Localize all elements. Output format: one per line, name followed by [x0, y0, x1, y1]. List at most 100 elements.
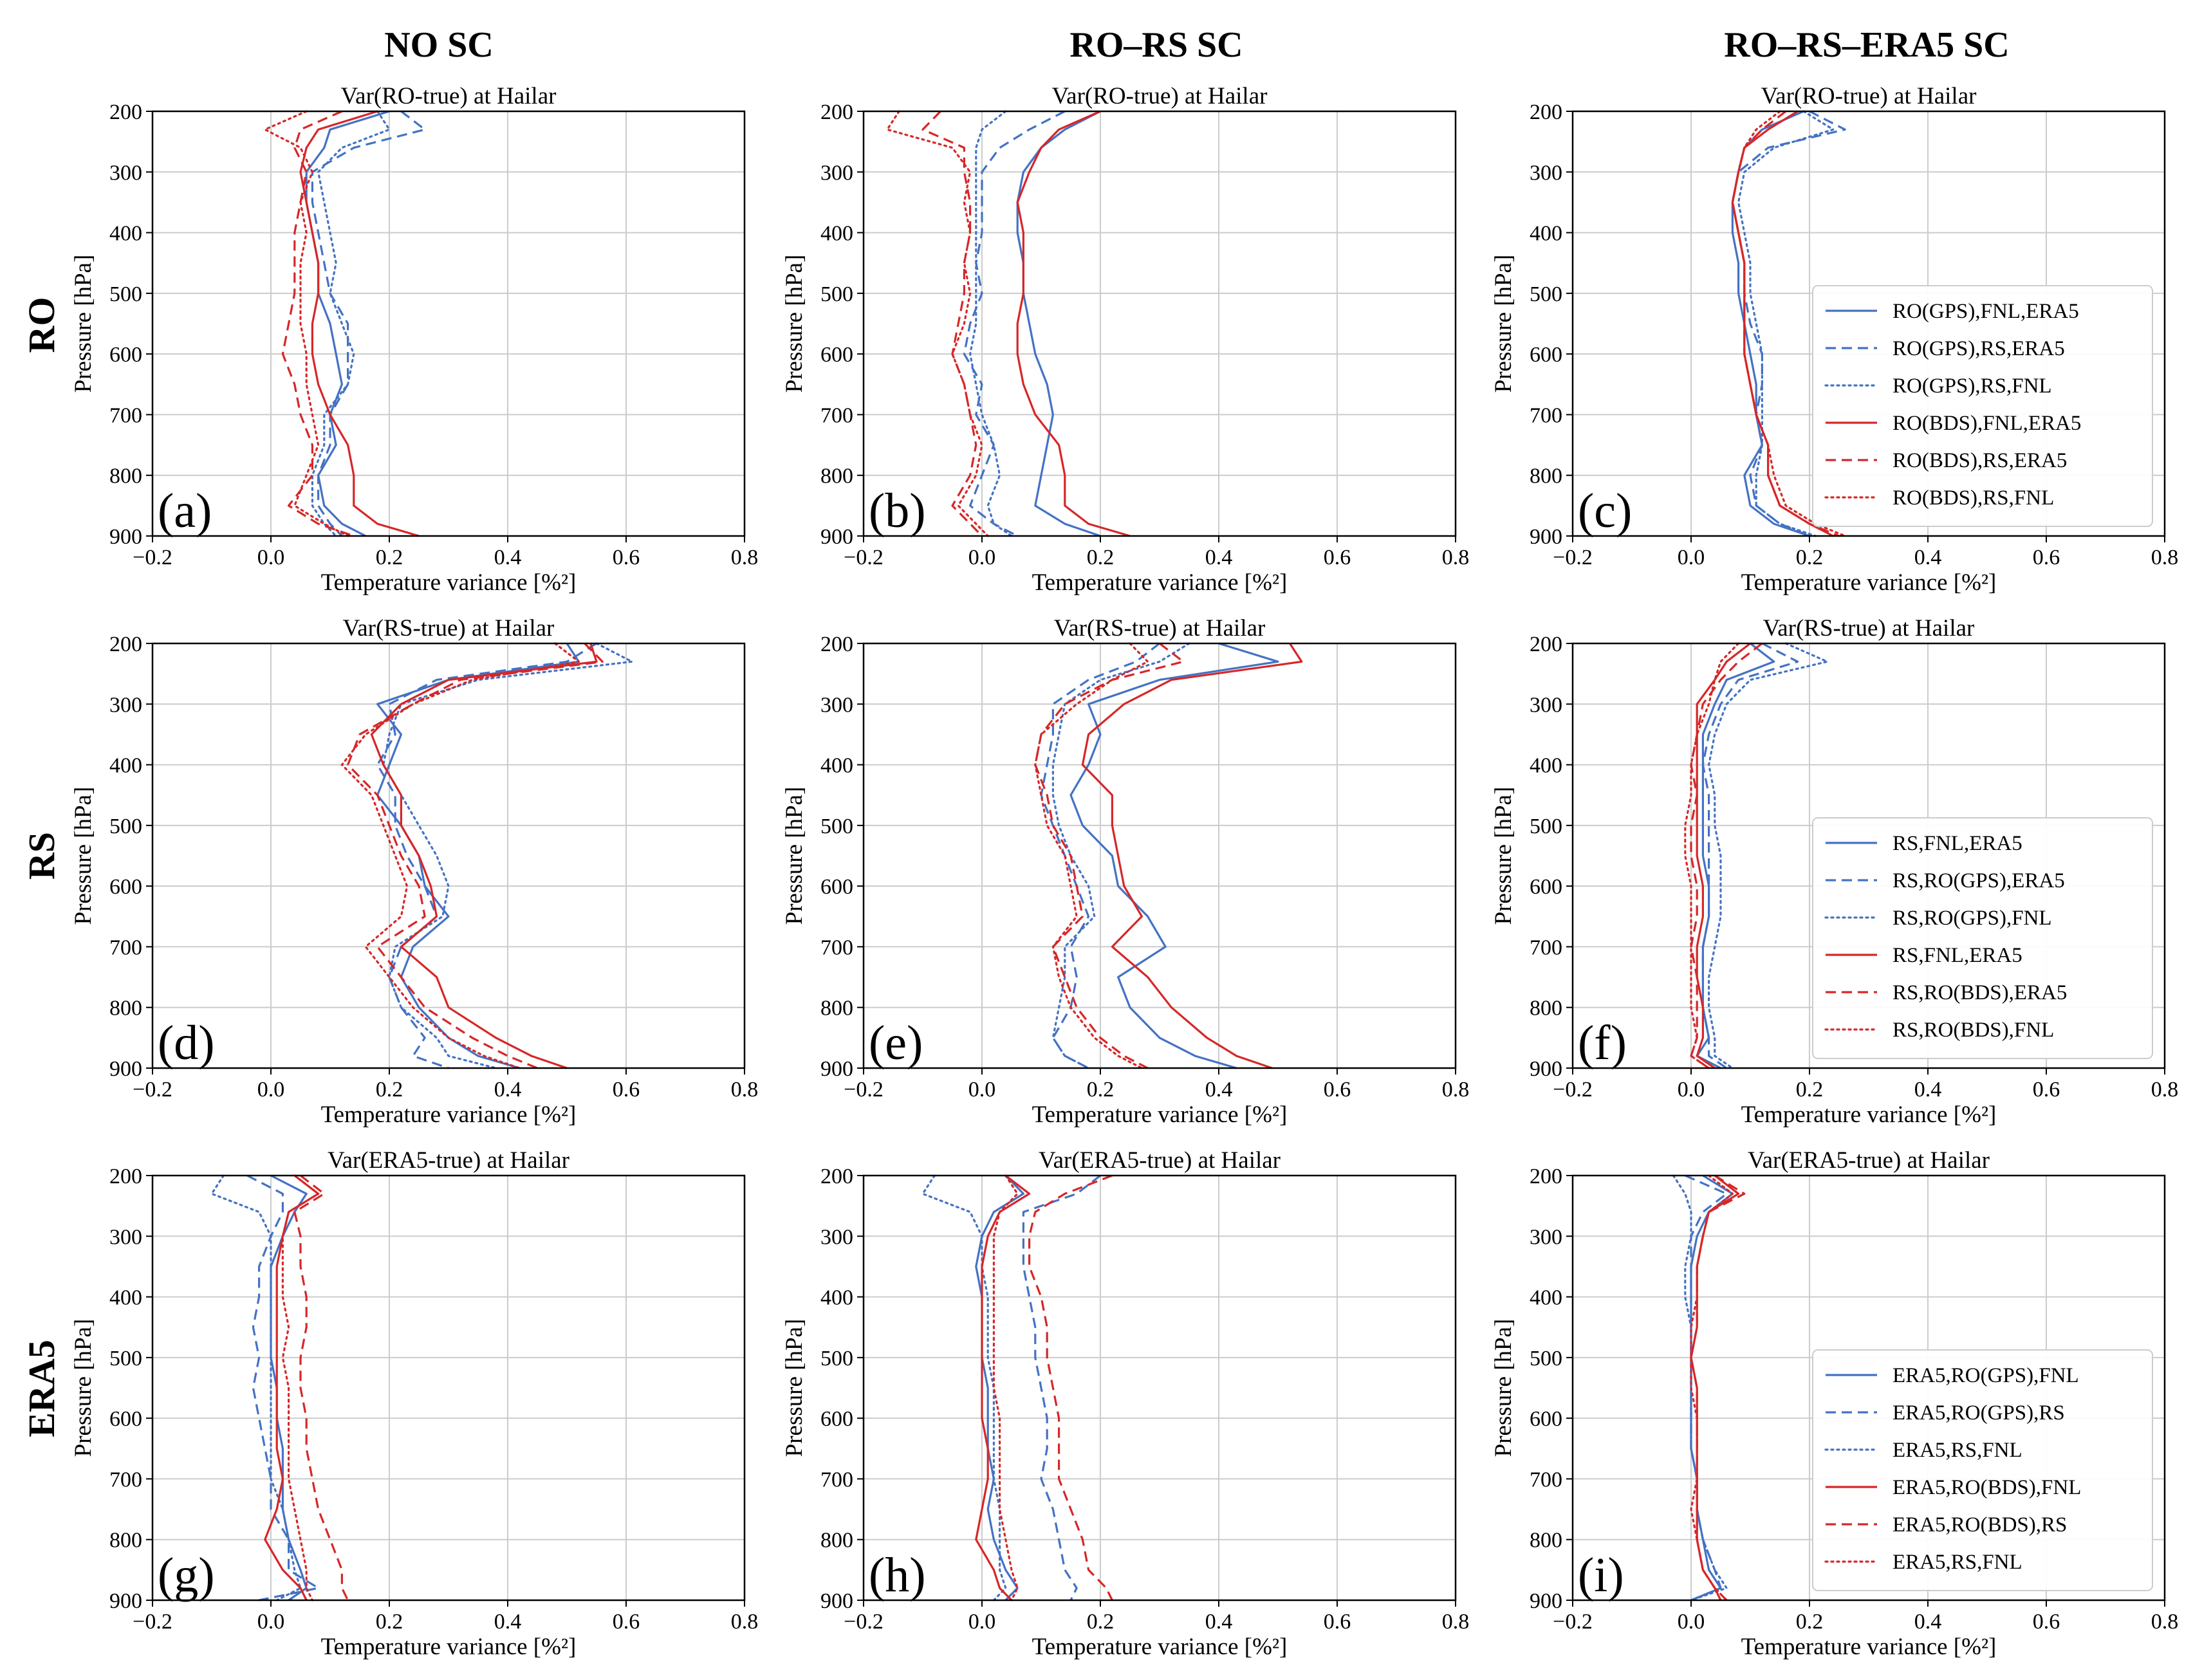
- row-title-rs: RS: [21, 832, 62, 880]
- chart-panel-d: −0.2 0.0 0.2 0.4 0.6 0.8 200 300 400 500 600 700 800…: [70, 615, 758, 1128]
- y-tick-label: 200: [109, 1165, 142, 1188]
- x-tick-label: 0.0: [968, 546, 996, 569]
- series-line-6: [1684, 642, 1740, 1069]
- series-line-6: [886, 110, 989, 537]
- y-axis-label: Pressure [hPa]: [1490, 787, 1517, 925]
- panel-title: Var(RO-true) at Hailar: [1052, 83, 1268, 109]
- y-tick-label: 900: [1530, 1057, 1562, 1081]
- y-tick-label: 200: [1530, 632, 1562, 656]
- series-line-1: [1069, 642, 1279, 1069]
- series-line-2: [1731, 110, 1846, 537]
- y-tick-label: 400: [820, 754, 853, 778]
- x-tick-label: 0.8: [731, 1610, 759, 1634]
- panel-title: Var(RS-true) at Hailar: [343, 615, 555, 642]
- y-tick-label: 800: [1530, 1529, 1562, 1553]
- series-line-6: [1034, 642, 1149, 1069]
- y-tick-label: 500: [820, 1347, 853, 1371]
- y-tick-label: 400: [1530, 754, 1562, 778]
- y-tick-label: 300: [1530, 1225, 1562, 1249]
- panel-label: (g): [158, 1548, 215, 1602]
- x-tick-label: 0.0: [968, 1610, 996, 1634]
- legend-entry: RO(GPS),RS,ERA5: [1892, 337, 2065, 360]
- x-tick-label: 0.4: [1205, 1078, 1233, 1102]
- y-tick-label: 500: [1530, 815, 1562, 838]
- y-tick-label: 500: [820, 282, 853, 306]
- legend-box: [1812, 1349, 2153, 1591]
- row-title-era5: ERA5: [21, 1340, 62, 1437]
- series-line-2: [1701, 642, 1799, 1069]
- x-tick-label: 0.8: [731, 546, 759, 569]
- y-tick-label: 200: [1530, 1165, 1562, 1188]
- series-line-5: [921, 110, 983, 537]
- x-axis-label: Temperature variance [%²]: [321, 569, 577, 596]
- plot-frame: [862, 642, 1457, 1069]
- y-tick-label: 900: [1530, 1589, 1562, 1613]
- series-line-1: [1016, 110, 1101, 537]
- y-tick-label: 400: [1530, 1286, 1562, 1310]
- y-tick-label: 500: [109, 815, 142, 838]
- y-tick-label: 800: [109, 465, 142, 488]
- chart-panel-h: −0.2 0.0 0.2 0.4 0.6 0.8 200 300 400 500 600 700 800…: [781, 1147, 1469, 1660]
- y-tick-label: 800: [1530, 465, 1562, 488]
- series-line-3: [1672, 1174, 1728, 1602]
- series-line-5: [281, 110, 355, 537]
- y-axis-label: Pressure [hPa]: [781, 1319, 808, 1457]
- series-line-3: [382, 642, 633, 1069]
- x-tick-label: −0.2: [133, 546, 172, 569]
- y-tick-label: 700: [109, 936, 142, 959]
- x-tick-label: 0.2: [376, 1610, 403, 1634]
- y-tick-label: 800: [109, 1529, 142, 1553]
- y-tick-label: 700: [109, 1468, 142, 1491]
- y-tick-label: 600: [820, 343, 853, 367]
- y-axis-label: Pressure [hPa]: [70, 787, 97, 925]
- series-line-5: [1690, 1174, 1746, 1602]
- chart-panel-a: −0.2 0.0 0.2 0.4 0.6 0.8 200 300 400 500 600 700 800…: [70, 83, 758, 596]
- x-tick-label: 0.4: [1205, 546, 1233, 569]
- x-tick-label: −0.2: [844, 546, 884, 569]
- x-tick-label: 0.8: [2151, 1078, 2179, 1102]
- series-line-4: [1081, 643, 1303, 1069]
- y-tick-label: 400: [109, 754, 142, 778]
- y-tick-label: 200: [109, 632, 142, 656]
- x-tick-label: 0.0: [1678, 1610, 1705, 1634]
- x-axis-label: Temperature variance [%²]: [1032, 1102, 1288, 1128]
- series-line-5: [1028, 1174, 1113, 1601]
- x-tick-label: −0.2: [133, 1078, 172, 1102]
- series-line-6: [340, 642, 580, 1069]
- panel-title: Var(RS-true) at Hailar: [1763, 615, 1975, 642]
- legend-entry: RO(BDS),FNL,ERA5: [1892, 412, 2081, 435]
- legend-entry: ERA5,RO(GPS),RS: [1892, 1401, 2065, 1425]
- y-tick-label: 500: [1530, 1347, 1562, 1371]
- series-line-6: [264, 110, 349, 537]
- y-tick-label: 600: [109, 875, 142, 899]
- y-tick-label: 800: [1530, 997, 1562, 1020]
- series-line-4: [1696, 642, 1751, 1069]
- y-tick-label: 600: [109, 343, 142, 367]
- x-tick-label: 0.2: [376, 1078, 403, 1102]
- x-tick-label: −0.2: [1553, 1078, 1593, 1102]
- y-tick-label: 300: [109, 1225, 142, 1249]
- y-tick-label: 900: [820, 1589, 853, 1613]
- plot-frame: [1571, 1174, 2166, 1602]
- x-tick-label: 0.4: [1914, 546, 1942, 569]
- series-line-1: [975, 1174, 1025, 1602]
- y-tick-label: 200: [820, 100, 853, 124]
- panel-title: Var(RO-true) at Hailar: [1761, 83, 1977, 109]
- y-tick-label: 200: [820, 632, 853, 656]
- y-axis-label: Pressure [hPa]: [781, 255, 808, 393]
- y-tick-label: 300: [820, 693, 853, 717]
- x-tick-label: 0.6: [613, 1078, 640, 1102]
- x-tick-label: 0.0: [1678, 546, 1705, 569]
- plot-frame: [151, 642, 746, 1069]
- panel-label: (e): [869, 1016, 923, 1070]
- series-line-4: [1690, 1174, 1740, 1601]
- x-tick-label: 0.2: [1796, 1610, 1824, 1634]
- y-tick-label: 900: [109, 525, 142, 549]
- series-line-5: [1731, 110, 1840, 537]
- x-axis-label: Temperature variance [%²]: [321, 1102, 577, 1128]
- x-tick-label: 0.0: [968, 1078, 996, 1102]
- x-tick-label: 0.2: [1087, 1078, 1115, 1102]
- plot-frame: [151, 1174, 746, 1602]
- legend-entry: RO(GPS),FNL,ERA5: [1892, 300, 2079, 323]
